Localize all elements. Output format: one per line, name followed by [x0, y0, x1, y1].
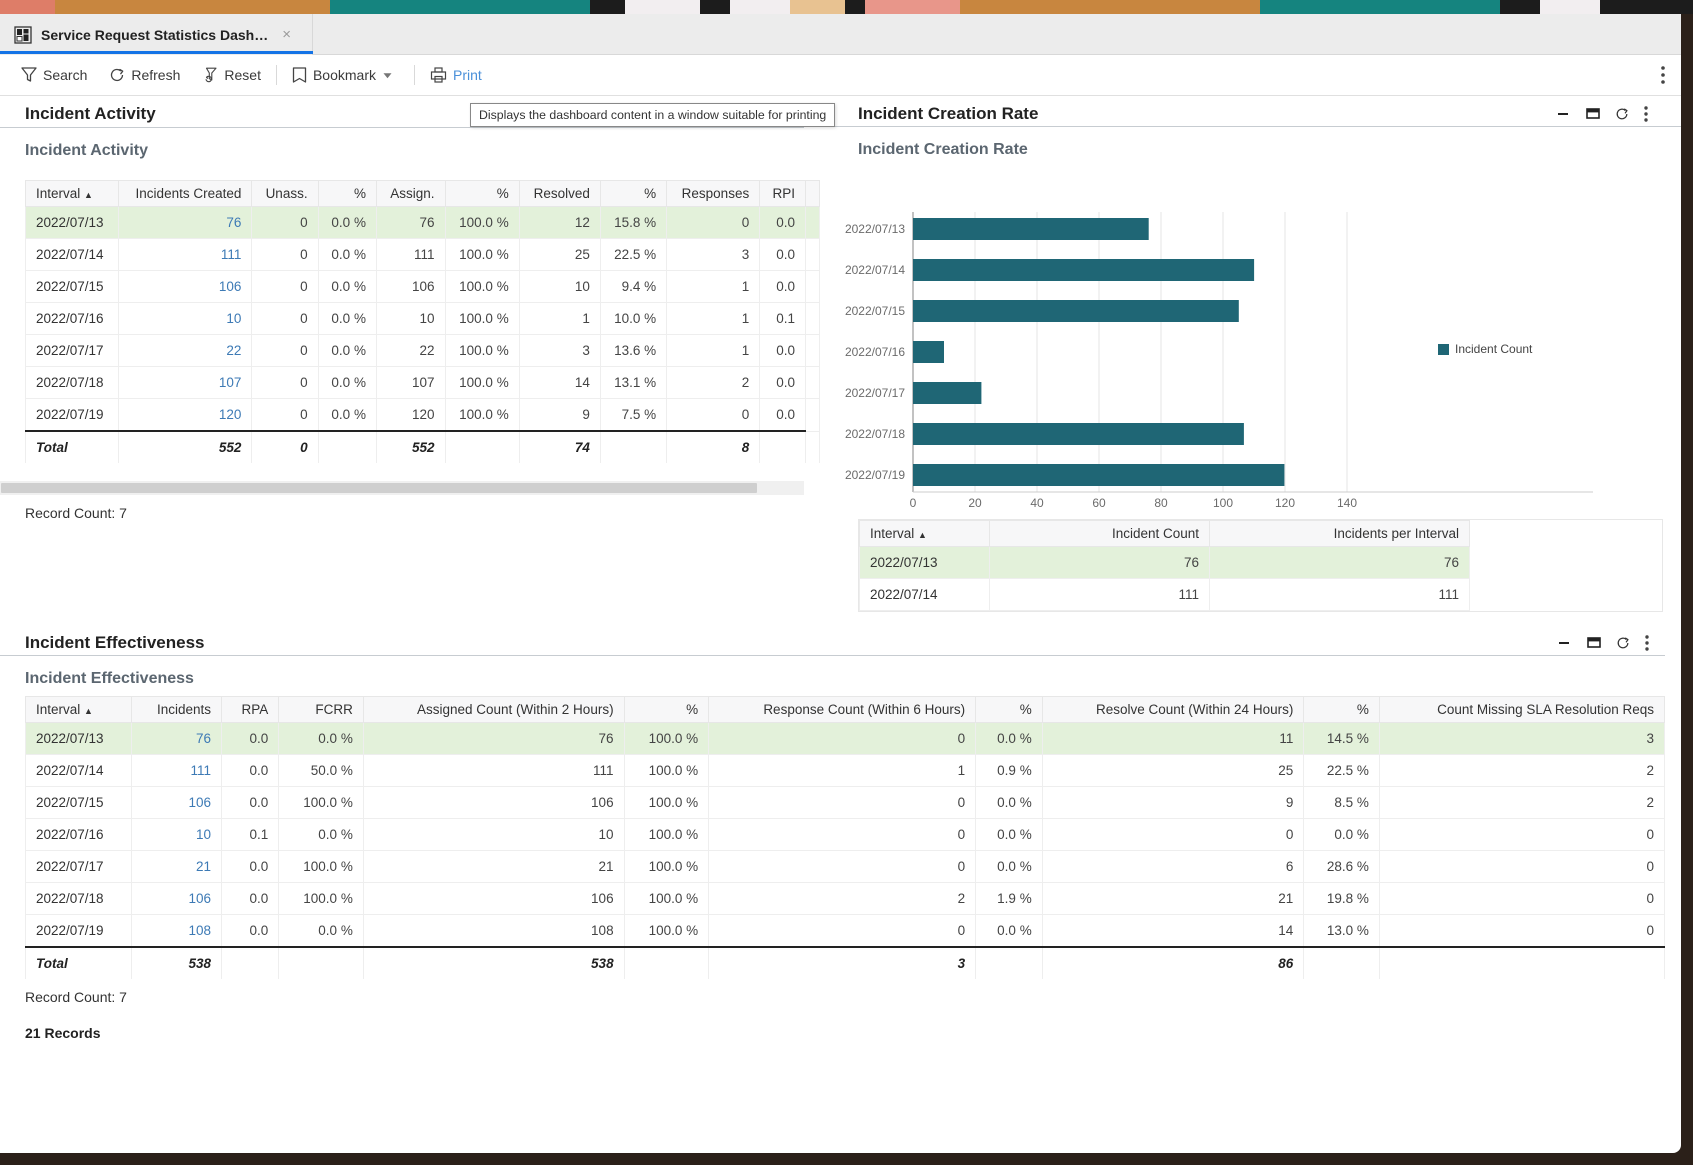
svg-text:20: 20: [968, 496, 982, 510]
svg-text:40: 40: [1030, 496, 1044, 510]
svg-text:2022/07/15: 2022/07/15: [845, 304, 905, 318]
svg-text:2022/07/18: 2022/07/18: [845, 427, 905, 441]
svg-text:60: 60: [1092, 496, 1106, 510]
svg-text:2022/07/14: 2022/07/14: [845, 263, 905, 277]
svg-text:80: 80: [1154, 496, 1168, 510]
svg-text:140: 140: [1337, 496, 1357, 510]
svg-text:120: 120: [1275, 496, 1295, 510]
svg-text:Incident Count: Incident Count: [1455, 342, 1533, 356]
svg-text:0: 0: [910, 496, 917, 510]
svg-text:100: 100: [1213, 496, 1233, 510]
svg-text:2022/07/16: 2022/07/16: [845, 345, 905, 359]
svg-text:2022/07/17: 2022/07/17: [845, 386, 905, 400]
svg-text:2022/07/13: 2022/07/13: [845, 222, 905, 236]
svg-text:2022/07/19: 2022/07/19: [845, 468, 905, 482]
